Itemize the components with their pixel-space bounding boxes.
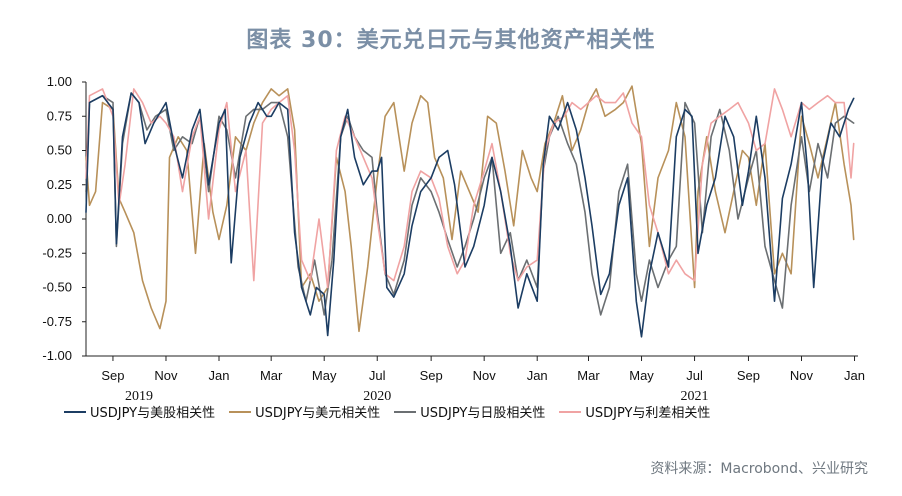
x-year-label: 2019 — [125, 389, 153, 404]
y-tick-label: 0.50 — [47, 143, 72, 158]
x-tick-label: May — [629, 368, 654, 383]
series-line-usd — [85, 85, 855, 333]
x-year-label: 2020 — [363, 389, 391, 404]
x-tick-label: Mar — [260, 368, 283, 383]
legend-label-us-stocks: USDJPY与美股相关性 — [90, 406, 216, 421]
source-note: 资料来源：Macrobond、兴业研究 — [650, 461, 868, 477]
x-tick-label: Jan — [844, 368, 865, 383]
legend-swatch-usd — [229, 410, 252, 413]
legend-label-rate-spread: USDJPY与利差相关性 — [585, 406, 711, 421]
y-tick-label: 0.25 — [47, 177, 72, 192]
x-tick-label: Jan — [209, 368, 230, 383]
x-tick-label: Jul — [686, 368, 703, 383]
y-tick-label: -0.75 — [42, 314, 72, 329]
x-tick-label: Jan — [527, 368, 548, 383]
chart-legend: USDJPY与美股相关性 USDJPY与美元相关性 USDJPY与日股相关性 U… — [64, 402, 710, 421]
series-line-us-stocks — [85, 92, 855, 338]
x-tick-label: Nov — [154, 368, 178, 383]
x-tick-label: Sep — [737, 368, 760, 383]
legend-swatch-us-stocks — [64, 410, 86, 413]
legend-label-usd: USDJPY与美元相关性 — [255, 406, 381, 421]
legend-swatch-jp-stocks — [394, 410, 417, 413]
series-line-rate-spread — [85, 88, 855, 289]
x-tick-label: Sep — [101, 368, 124, 383]
x-tick-label: Jul — [369, 368, 386, 383]
y-tick-label: -0.50 — [42, 280, 72, 295]
x-tick-label: Nov — [790, 368, 814, 383]
x-tick-label: May — [312, 368, 337, 383]
y-tick-label: 0.00 — [47, 211, 72, 226]
legend-item-rate-spread[interactable]: USDJPY与利差相关性 — [559, 402, 710, 421]
x-tick-label: Nov — [473, 368, 497, 383]
legend-swatch-rate-spread — [559, 410, 582, 413]
y-tick-label: -1.00 — [42, 348, 72, 363]
y-tick-label: 1.00 — [47, 74, 72, 89]
x-tick-label: Sep — [420, 368, 443, 383]
legend-item-us-stocks[interactable]: USDJPY与美股相关性 — [64, 402, 215, 421]
y-tick-label: -0.25 — [42, 245, 72, 260]
series-line-jp-stocks — [85, 92, 855, 316]
x-year-label: 2021 — [681, 389, 709, 404]
legend-item-jp-stocks[interactable]: USDJPY与日股相关性 — [394, 402, 545, 421]
y-tick-label: 0.75 — [47, 108, 72, 123]
legend-label-jp-stocks: USDJPY与日股相关性 — [420, 406, 546, 421]
x-tick-label: Mar — [577, 368, 600, 383]
chart-title: 图表 30：美元兑日元与其他资产相关性 — [246, 28, 656, 53]
legend-item-usd[interactable]: USDJPY与美元相关性 — [229, 402, 380, 421]
